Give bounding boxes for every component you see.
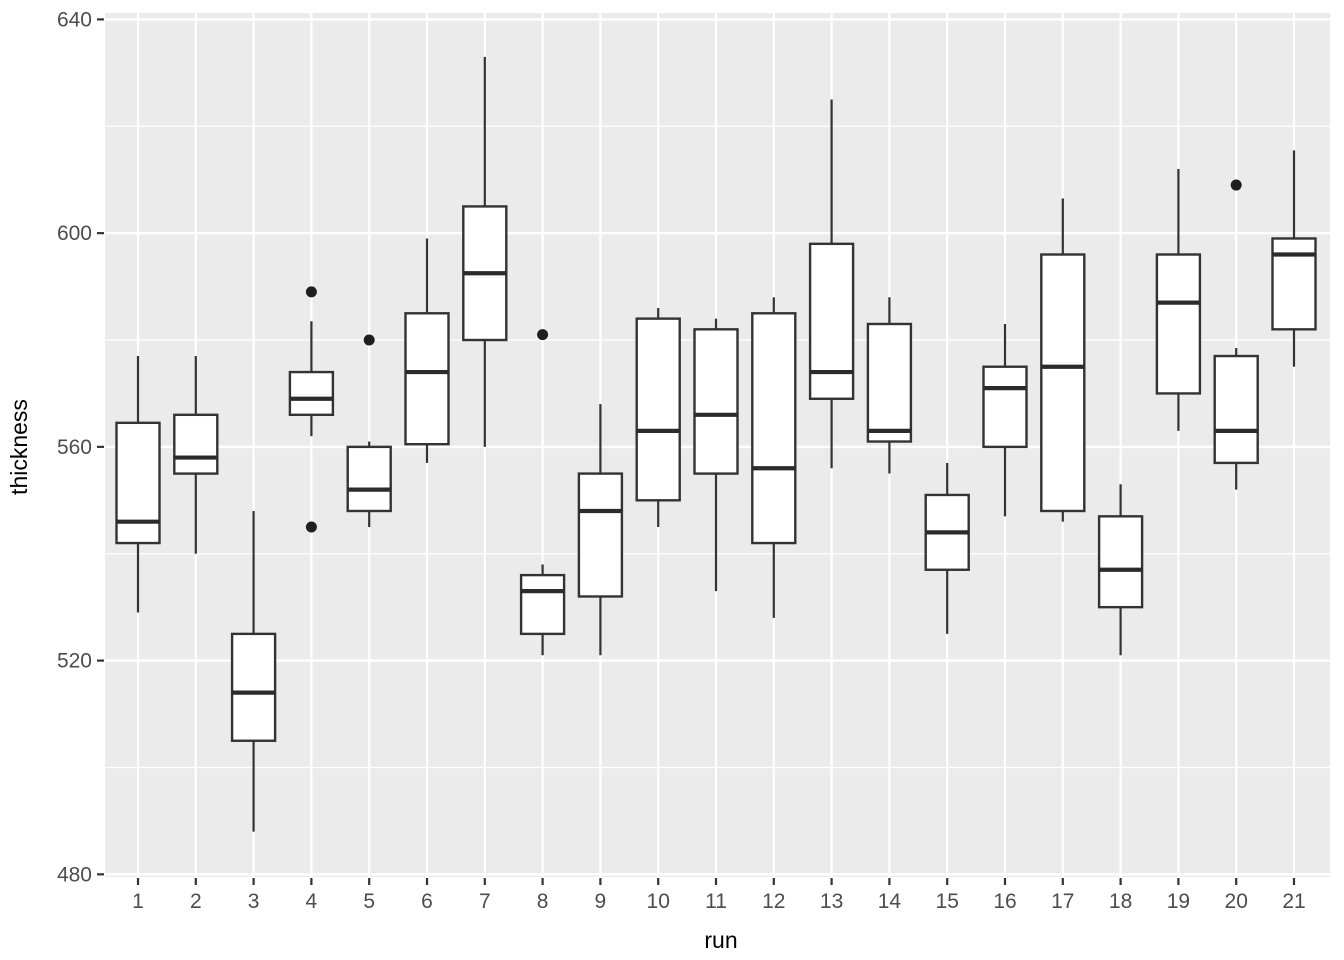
outlier-point (305, 521, 317, 533)
boxplot-run-7 (462, 56, 508, 447)
iqr-box (173, 413, 219, 475)
iqr-box (1040, 253, 1086, 513)
x-tick-label: 9 (595, 890, 607, 913)
iqr-box (751, 312, 797, 545)
iqr-box (1213, 354, 1259, 465)
boxplot-run-18 (1097, 484, 1144, 656)
x-tick-label: 18 (1109, 890, 1132, 913)
boxplot-run-4 (288, 286, 335, 533)
x-tick-label: 20 (1225, 890, 1248, 913)
x-tick-label: 5 (363, 890, 375, 913)
boxplot-run-10 (635, 307, 681, 528)
boxplot-run-6 (404, 238, 450, 463)
iqr-box (346, 445, 392, 513)
boxplot-run-20 (1213, 179, 1259, 490)
boxplot-run-11 (693, 318, 739, 592)
boxplot-run-15 (924, 462, 970, 634)
iqr-box (635, 317, 681, 502)
iqr-box (115, 421, 161, 545)
x-tick-label: 15 (936, 890, 959, 913)
x-tick-label: 7 (479, 890, 491, 913)
x-tick-label: 16 (993, 890, 1016, 913)
boxplot-run-14 (866, 297, 913, 474)
boxplot-run-12 (751, 297, 797, 618)
x-tick-label: 19 (1167, 890, 1190, 913)
outlier-point (305, 286, 317, 298)
x-tick-label: 13 (820, 890, 843, 913)
boxplot-run-21 (1271, 150, 1317, 367)
boxplot-run-5 (346, 334, 392, 528)
outlier-point (1230, 179, 1242, 191)
x-tick-label: 6 (421, 890, 433, 913)
iqr-box (404, 312, 450, 446)
boxplot-run-13 (808, 99, 855, 469)
y-tick-label: 600 (57, 222, 92, 245)
y-axis-title: thickness (6, 399, 32, 495)
boxplot-run-17 (1040, 198, 1086, 522)
iqr-box (230, 632, 277, 742)
y-tick-label: 640 (57, 8, 92, 31)
boxplot-run-9 (577, 404, 624, 656)
x-tick-label: 14 (878, 890, 902, 913)
y-tick-label: 480 (57, 863, 92, 886)
iqr-box (288, 370, 335, 417)
outlier-point (363, 334, 375, 346)
y-tick-label: 560 (57, 436, 92, 459)
x-tick-label: 11 (705, 890, 727, 913)
x-tick-label: 1 (132, 890, 144, 913)
box-layer (115, 56, 1317, 832)
boxplot-run-3 (230, 510, 277, 832)
iqr-box (1271, 237, 1317, 331)
iqr-box (866, 322, 913, 443)
x-axis-title: run (704, 927, 737, 953)
x-tick-label: 21 (1282, 890, 1305, 913)
boxplot-run-2 (173, 356, 219, 554)
x-tick-label: 2 (190, 890, 202, 913)
x-tick-label: 12 (762, 890, 785, 913)
boxplot-run-16 (982, 323, 1028, 517)
x-tick-label: 4 (306, 890, 318, 913)
x-tick-label: 3 (248, 890, 260, 913)
iqr-box (1097, 515, 1144, 609)
outlier-point (537, 329, 549, 341)
x-tick-label: 17 (1051, 890, 1074, 913)
x-tick-label: 10 (647, 890, 670, 913)
boxplot-run-19 (1155, 169, 1202, 431)
x-tick-label: 8 (537, 890, 549, 913)
boxplot-run-1 (115, 356, 161, 613)
iqr-box (1155, 253, 1202, 395)
iqr-box (693, 328, 739, 475)
iqr-box (577, 472, 624, 598)
iqr-box (982, 365, 1028, 449)
y-tick-label: 520 (57, 650, 92, 673)
iqr-box (519, 573, 566, 636)
iqr-box (808, 242, 855, 400)
boxplot-run-8 (519, 329, 566, 656)
